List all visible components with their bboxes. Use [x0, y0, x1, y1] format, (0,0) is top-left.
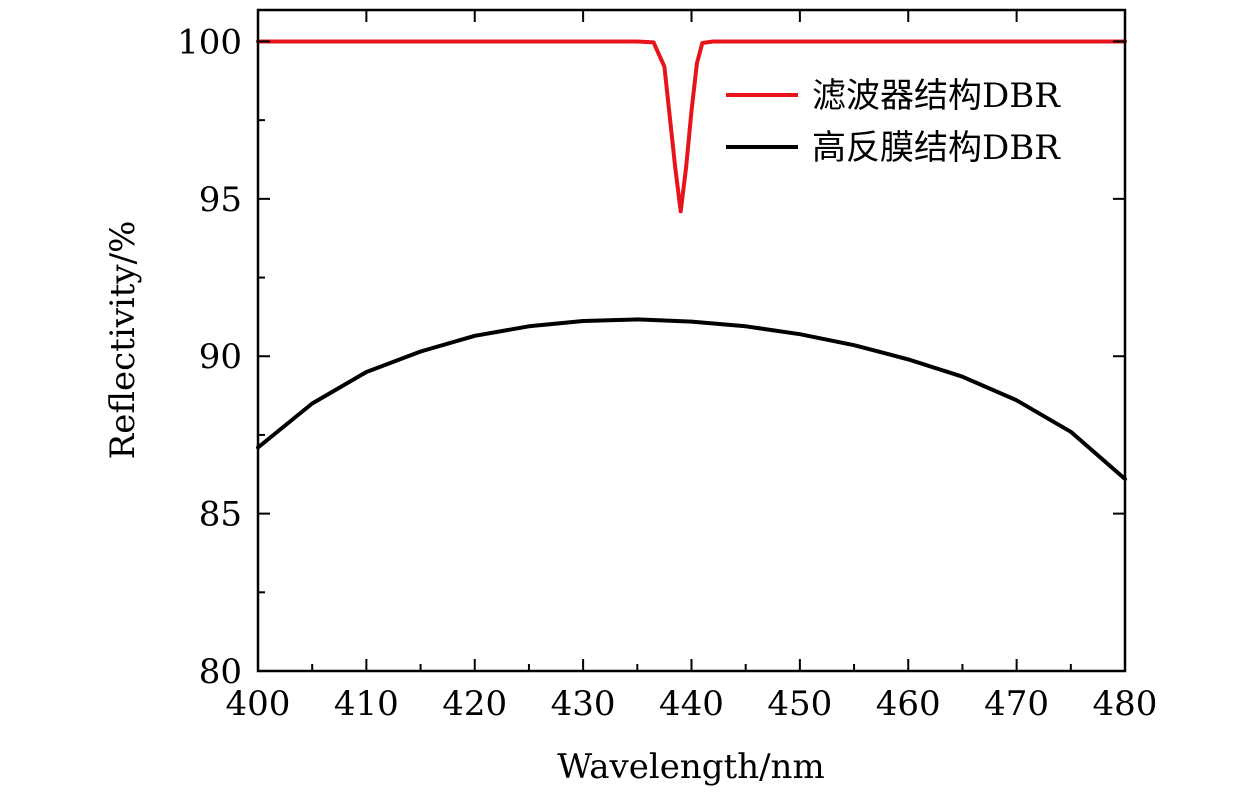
x-tick-label: 430	[551, 684, 616, 724]
y-axis-title: Reflectivity/%	[103, 221, 143, 460]
y-tick-label: 95	[199, 180, 242, 220]
x-tick-label: 400	[226, 684, 291, 724]
y-tick-label: 85	[199, 495, 242, 535]
legend-label-2: 高反膜结构DBR	[812, 128, 1061, 168]
x-tick-label: 420	[442, 684, 507, 724]
legend-label-1: 滤波器结构DBR	[812, 76, 1061, 116]
series-layer	[256, 39, 1127, 481]
series-line-1	[256, 39, 1127, 214]
x-tick-label: 460	[876, 684, 941, 724]
y-tick-label: 90	[199, 337, 242, 377]
y-tick-label: 80	[199, 652, 242, 692]
x-axis-title: Wavelength/nm	[557, 747, 824, 787]
x-tick-label: 450	[767, 684, 832, 724]
x-tick-label: 470	[984, 684, 1049, 724]
y-tick-label: 100	[177, 22, 242, 62]
legend: 滤波器结构DBR 高反膜结构DBR	[726, 76, 1061, 168]
x-tick-label: 480	[1093, 684, 1158, 724]
ticks-layer: 400 410 420 430 440 450 460 470 480 80 85 90 95 100	[177, 10, 1157, 724]
x-tick-label: 440	[659, 684, 724, 724]
x-tick-label: 410	[334, 684, 399, 724]
series-line-2	[256, 317, 1127, 481]
